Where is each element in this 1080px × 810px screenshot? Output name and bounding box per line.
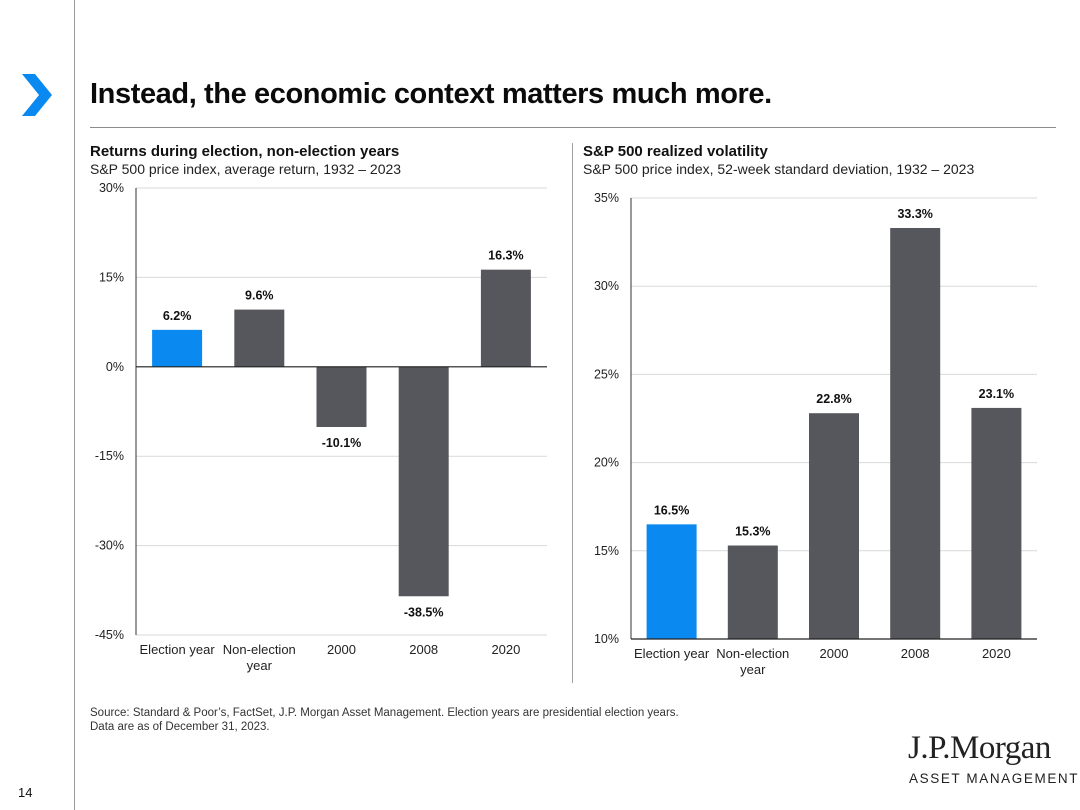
- page-number: 14: [18, 785, 33, 800]
- x-tick-label: Election year: [634, 646, 710, 661]
- source-note: Source: Standard & Poor’s, FactSet, J.P.…: [90, 706, 790, 734]
- bar: [727, 545, 778, 639]
- y-tick-label: -45%: [95, 628, 124, 642]
- y-tick-label: 15%: [99, 270, 124, 284]
- data-label: -10.1%: [322, 436, 362, 450]
- data-label: -38.5%: [404, 605, 444, 619]
- data-label: 15.3%: [735, 525, 770, 539]
- y-tick-label: 10%: [594, 632, 619, 646]
- chart-1-subtitle: S&P 500 price index, average return, 193…: [90, 161, 402, 177]
- y-tick-label: 0%: [106, 360, 124, 374]
- y-tick-label: 15%: [594, 544, 619, 558]
- x-tick-label: 2000: [327, 642, 356, 657]
- chart-divider: [572, 143, 573, 683]
- data-label: 23.1%: [979, 387, 1014, 401]
- volatility-chart: 35% 30% 25% 20% 15% 10% 16.5% Election year 15.3…: [594, 191, 1037, 677]
- data-label: 22.8%: [816, 392, 851, 406]
- x-tick-label: 2008: [901, 646, 930, 661]
- x-tick-label: 2020: [491, 642, 520, 657]
- y-tick-label: 30%: [99, 181, 124, 195]
- page-title: Instead, the economic context matters mu…: [90, 78, 772, 110]
- chevron-right-icon: [22, 74, 52, 116]
- x-tick-label: year: [740, 662, 766, 677]
- source-line-2: Data are as of December 31, 2023.: [90, 721, 270, 733]
- bar: [398, 366, 449, 597]
- y-tick-label: 25%: [594, 367, 619, 381]
- bar: [480, 269, 531, 367]
- x-tick-label: Non-election: [716, 646, 789, 661]
- bar: [234, 309, 285, 367]
- bar: [809, 413, 859, 639]
- bar: [890, 227, 941, 639]
- y-tick-label: 20%: [594, 456, 619, 470]
- y-tick-label: 35%: [594, 191, 619, 205]
- y-tick-label: -30%: [95, 539, 124, 553]
- data-label: 33.3%: [897, 207, 932, 221]
- data-label: 6.2%: [163, 309, 192, 323]
- x-tick-label: Election year: [140, 642, 216, 657]
- bar: [971, 407, 1022, 639]
- x-tick-label: 2000: [820, 646, 849, 661]
- left-rule: [74, 0, 75, 810]
- source-line-1: Source: Standard & Poor’s, FactSet, J.P.…: [90, 707, 679, 719]
- bar: [646, 524, 697, 639]
- returns-chart: 30% 15% 0% -15% -30% -45% 6.2% Election year 9.6…: [95, 181, 547, 673]
- chart-2-title: S&P 500 realized volatility: [583, 143, 768, 160]
- asset-management-label: ASSET MANAGEMENT: [909, 771, 1080, 786]
- chart-1-title: Returns during election, non-election ye…: [90, 143, 400, 160]
- title-divider: [90, 127, 1056, 128]
- bar: [316, 366, 367, 427]
- data-label: 9.6%: [245, 289, 273, 303]
- x-tick-label: Non-election: [223, 642, 296, 657]
- x-tick-label: year: [247, 658, 273, 673]
- x-tick-label: 2020: [982, 646, 1011, 661]
- data-label: 16.3%: [488, 249, 523, 263]
- bar: [152, 329, 203, 367]
- chart-2-subtitle: S&P 500 price index, 52-week standard de…: [583, 161, 975, 177]
- x-tick-label: 2008: [409, 642, 438, 657]
- y-tick-label: -15%: [95, 449, 124, 463]
- data-label: 16.5%: [654, 503, 689, 517]
- jpmorgan-logo: J.P.Morgan: [908, 730, 1051, 766]
- y-tick-label: 30%: [594, 279, 619, 293]
